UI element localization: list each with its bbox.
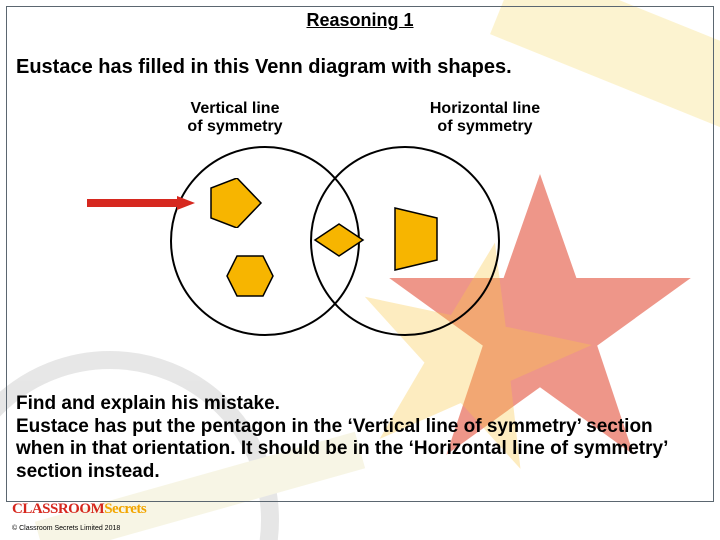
trapezoid-shape (393, 206, 439, 272)
brand-logo: CLASSROOMSecrets (12, 500, 146, 518)
slide-title: Reasoning 1 (0, 10, 720, 31)
answer-line2: Eustace has put the pentagon in the ‘Ver… (16, 416, 667, 483)
brand-logo-part2: Secrets (104, 501, 146, 517)
venn-label-right-line2: of symmetry (437, 118, 532, 135)
intro-text: Eustace has filled in this Venn diagram … (16, 56, 704, 79)
venn-label-left-line2: of symmetry (187, 118, 282, 135)
venn-label-left-line1: Vertical line (191, 100, 280, 117)
answer-line1: Find and explain his mistake. (16, 393, 280, 414)
answer-text: Find and explain his mistake. Eustace ha… (16, 393, 704, 484)
pentagon-shape (207, 178, 263, 228)
mistake-arrow-icon (87, 196, 195, 210)
venn-label-left: Vertical line of symmetry (145, 100, 325, 137)
venn-label-right: Horizontal line of symmetry (395, 100, 575, 137)
slide: Reasoning 1 Eustace has filled in this V… (0, 0, 720, 540)
copyright-text: © Classroom Secrets Limited 2018 (12, 525, 120, 532)
venn-label-right-line1: Horizontal line (430, 100, 540, 117)
diamond-shape (313, 222, 365, 258)
brand-logo-part1: CLASSROOM (12, 501, 104, 517)
venn-diagram: Vertical line of symmetry Horizontal lin… (115, 100, 605, 350)
hexagon-shape (225, 254, 275, 298)
